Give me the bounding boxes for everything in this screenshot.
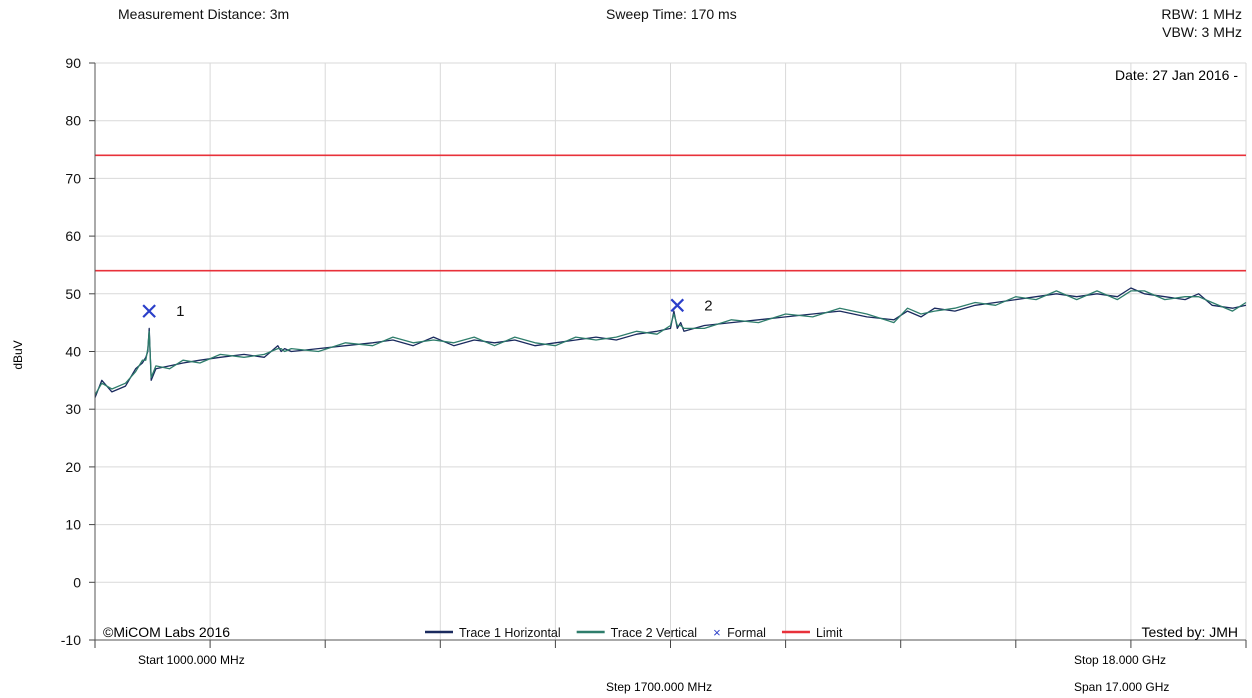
marker-label: 1 xyxy=(176,303,184,320)
rbw-label: RBW: 1 MHz xyxy=(1161,6,1242,22)
legend-item: Limit xyxy=(781,626,843,640)
marker-x-stroke xyxy=(142,304,156,318)
axes: 90 80 70 60 50 40 30 20 10 0 -10 xyxy=(61,55,1247,648)
y-tick-label: 10 xyxy=(65,517,81,533)
traces xyxy=(94,287,1247,398)
y-tick-label: 40 xyxy=(65,344,81,360)
y-axis-label: dBuV xyxy=(11,340,25,369)
legend-item: × Formal xyxy=(713,625,766,640)
legend-label: Trace 2 Vertical xyxy=(611,626,697,640)
legend-label: Trace 1 Horizontal xyxy=(459,626,561,640)
stop-annotation: Stop 18.000 GHz xyxy=(1074,653,1166,667)
marker-label: 2 xyxy=(704,297,712,314)
y-tick-label: 0 xyxy=(73,574,81,590)
legend-marker-icon: × xyxy=(713,625,721,640)
y-tick-label: 50 xyxy=(65,286,81,302)
marker-2: 2 xyxy=(670,297,713,314)
legend-label: Limit xyxy=(816,626,843,640)
vbw-label: VBW: 3 MHz xyxy=(1162,24,1242,40)
trace-1-line xyxy=(94,287,1247,398)
measurement-distance-label: Measurement Distance: 3m xyxy=(118,6,290,22)
grid xyxy=(94,62,1247,641)
span-annotation: Span 17.000 GHz xyxy=(1074,680,1169,694)
marker-x-stroke xyxy=(670,298,685,313)
start-annotation: Start 1000.000 MHz xyxy=(138,653,245,667)
tested-by-label: Tested by: JMH xyxy=(1142,624,1238,640)
legend-item: Trace 1 Horizontal xyxy=(425,626,561,640)
sweep-time-label: Sweep Time: 170 ms xyxy=(606,6,737,22)
copyright-label: ©MiCOM Labs 2016 xyxy=(103,624,230,640)
legend: Trace 1 Horizontal Trace 2 Vertical × Forma… xyxy=(425,625,843,640)
legend-label: Formal xyxy=(727,626,766,640)
y-tick-label: 70 xyxy=(65,170,81,186)
marker-1: 1 xyxy=(142,303,185,320)
legend-item: Trace 2 Vertical xyxy=(576,626,697,640)
trace-2-line xyxy=(94,290,1247,396)
y-tick-label: 90 xyxy=(65,55,81,71)
y-tick-label: -10 xyxy=(61,632,81,648)
y-tick-label: 20 xyxy=(65,459,81,475)
date-label: Date: 27 Jan 2016 - xyxy=(1115,67,1238,83)
y-tick-label: 30 xyxy=(65,401,81,417)
y-tick-label: 80 xyxy=(65,113,81,129)
step-annotation: Step 1700.000 MHz xyxy=(606,680,712,694)
limit-lines xyxy=(95,154,1246,272)
y-tick-label: 60 xyxy=(65,228,81,244)
